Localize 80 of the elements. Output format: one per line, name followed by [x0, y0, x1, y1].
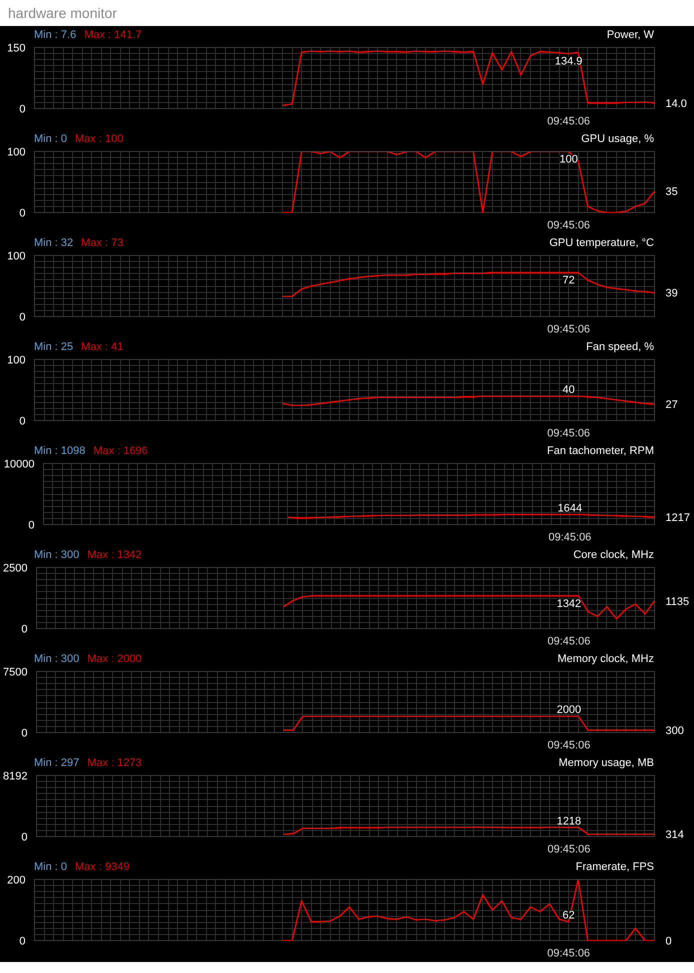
text: Min : 297 [34, 757, 80, 769]
text: Min : 300 [34, 549, 80, 561]
data-label: 1342 [556, 598, 582, 610]
chart-subtitle: hardware monitor [8, 4, 117, 23]
data-label: 1218 [556, 815, 582, 828]
y-tick-label: 10000 [4, 458, 35, 470]
data-label: 27 [666, 399, 678, 412]
text: 09:45:06 [548, 844, 590, 856]
y-tick-label: 0 [28, 520, 35, 532]
line-series [282, 50, 654, 106]
y-tick-label: 0 [19, 208, 26, 220]
text: 09:45:06 [548, 532, 592, 544]
data-label: 35 [666, 186, 678, 198]
text: 09:45:06 [547, 324, 590, 336]
text: 09:45:06 [547, 428, 590, 440]
text: 09:45:06 [548, 636, 590, 648]
text: Min : 0 [34, 861, 68, 873]
y-tick-label: 2500 [3, 562, 28, 574]
chart-title: Memory clock, MHz [557, 652, 654, 667]
chart-title: Core clock, MHz [573, 548, 654, 563]
data-label: 62 [562, 910, 575, 922]
data-label: 40 [562, 384, 575, 396]
y-tick-label: 150 [7, 42, 26, 54]
y-tick-label: 100 [7, 250, 26, 262]
y-tick-label: 0 [21, 624, 28, 636]
text: Min : 32 [34, 237, 74, 249]
data-label: 14.0 [666, 98, 687, 110]
data-label: 134.9 [554, 56, 582, 68]
chart-title: GPU usage, % [581, 132, 654, 147]
data-label: 100 [559, 154, 578, 166]
line-series [282, 272, 654, 298]
text: 09:45:06 [548, 740, 590, 752]
y-tick-label: 0 [19, 312, 26, 324]
chart-title: Fan speed, % [586, 340, 654, 355]
text: Max : 41 [81, 341, 124, 353]
chart-title: Power, W [606, 28, 654, 43]
line-series [283, 595, 654, 620]
data-label: 314 [666, 829, 684, 842]
line-series [282, 395, 654, 406]
text: Max : 2000 [87, 653, 142, 665]
data-label: 1644 [558, 502, 582, 514]
y-tick-label: 100 [7, 354, 26, 366]
line-series [282, 152, 654, 212]
chart-title: Memory usage, MB [558, 756, 654, 771]
y-tick-label: 7500 [3, 666, 28, 678]
text: Min : 0 [34, 133, 68, 145]
text: Max : 1342 [87, 549, 142, 561]
text: Max : 100 [75, 133, 124, 145]
y-tick-label: 8192 [3, 770, 28, 782]
text: Min : 7.6 [34, 29, 76, 41]
text: Max : 9349 [75, 861, 130, 873]
chart-title: Framerate, FPS [576, 860, 654, 875]
y-tick-label: 0 [19, 104, 26, 116]
chart-title: GPU temperature, °C [549, 236, 654, 251]
text: Min : 300 [34, 653, 80, 665]
line-series [282, 880, 654, 940]
data-label: 300 [666, 725, 684, 738]
y-tick-label: 200 [7, 874, 26, 886]
y-tick-label: 100 [7, 146, 26, 158]
data-label: 1217 [666, 512, 690, 524]
y-tick-label: 0 [19, 936, 26, 948]
text: Max : 1696 [93, 445, 148, 457]
text: 09:45:06 [547, 220, 590, 232]
text: Min : 25 [34, 341, 74, 353]
data-label: 1135 [666, 596, 690, 608]
text: Max : 73 [81, 237, 124, 249]
data-label: 72 [562, 274, 575, 287]
line-series [283, 826, 654, 835]
text: Min : 1098 [34, 445, 86, 457]
y-tick-label: 0 [19, 416, 26, 428]
text: Max : 141.7 [84, 29, 142, 41]
data-label: 0 [666, 936, 672, 948]
y-tick-label: 0 [21, 832, 28, 844]
text: Max : 1273 [87, 757, 142, 769]
y-tick-label: 0 [21, 728, 28, 740]
text: 09:45:06 [547, 116, 590, 128]
chart-title: Fan tachometer, RPM [547, 444, 654, 459]
data-label: 2000 [556, 704, 582, 716]
data-label: 39 [666, 288, 678, 300]
text: 09:45:06 [547, 948, 590, 960]
